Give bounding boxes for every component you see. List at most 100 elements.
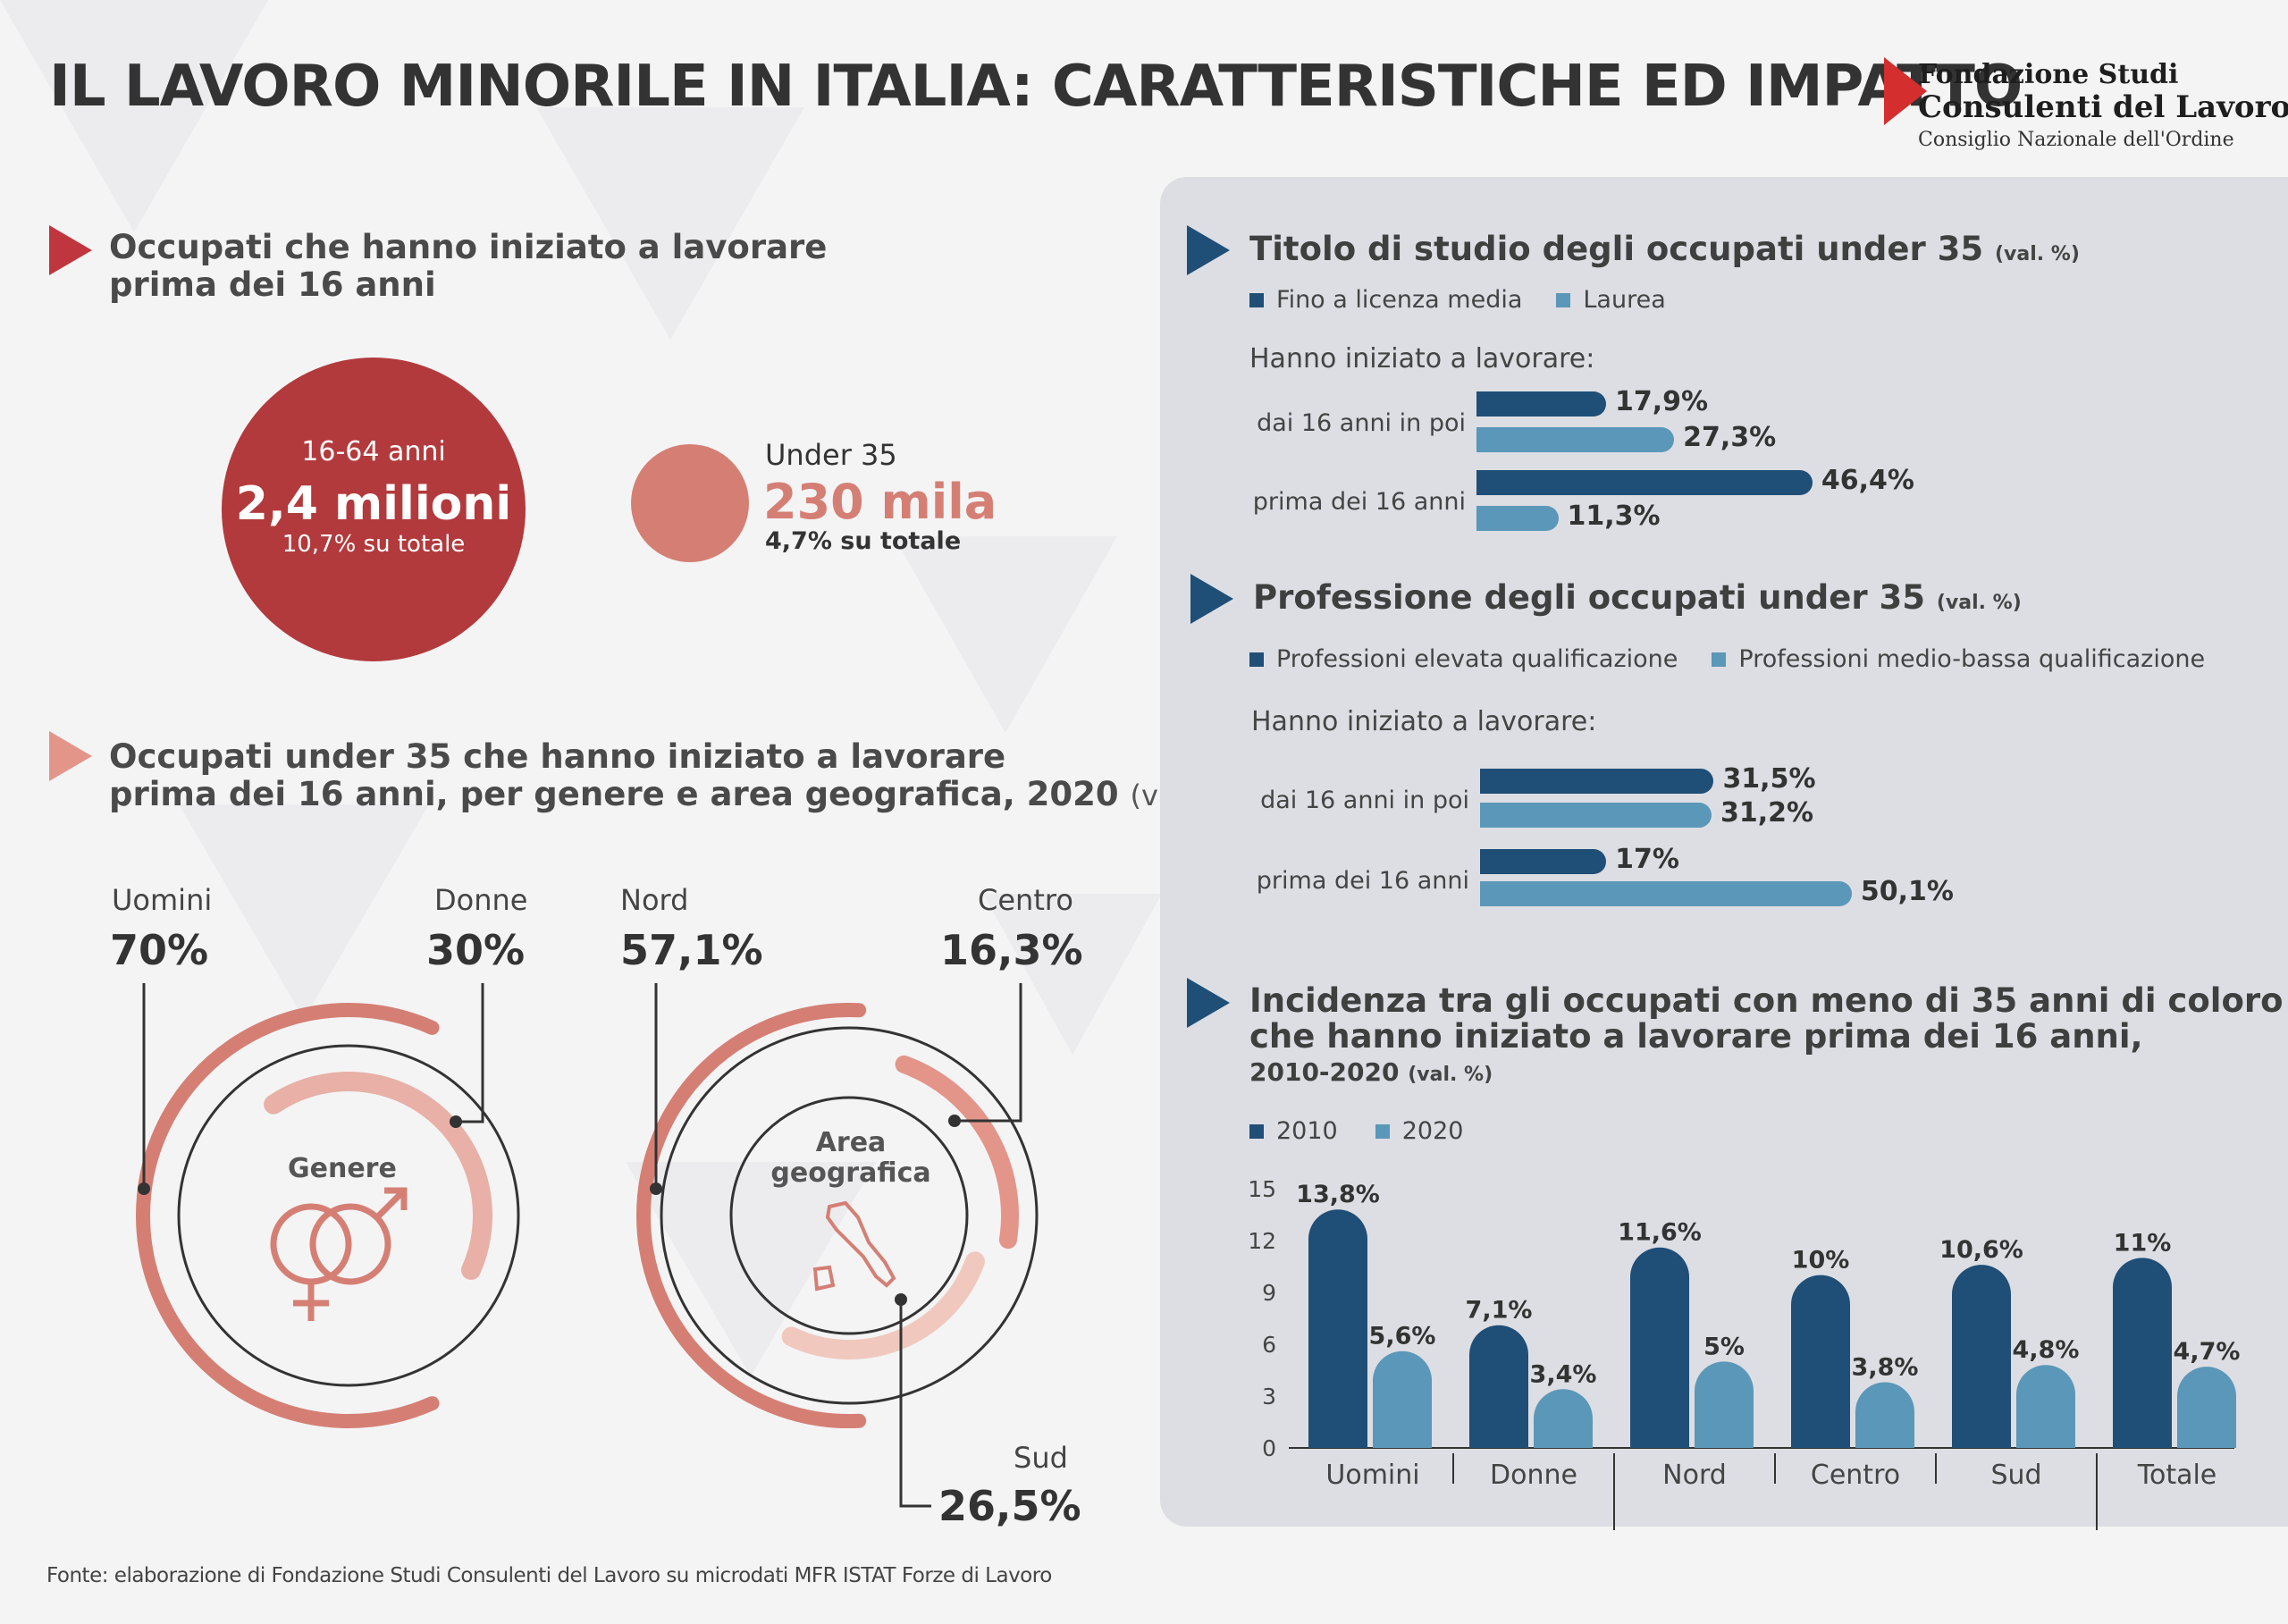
- legend-swatch-dark: [1249, 1123, 1264, 1139]
- genere-center-label: Genere: [288, 1153, 397, 1184]
- column-value-label: 3,8%: [1852, 1354, 1919, 1382]
- big-circle-value: 2,4 milioni: [235, 477, 512, 531]
- uomini-label: Uomini: [112, 883, 213, 917]
- logo-line-3: Consiglio Nazionale dell'Ordine: [1918, 129, 2234, 151]
- legend-item: Laurea: [1583, 286, 1666, 314]
- uomini-leader-dot: [138, 1182, 150, 1195]
- professione-subhead: Hanno iniziato a lavorare:: [1251, 706, 1597, 737]
- area-donut: [636, 983, 1039, 1508]
- total-occupati-circle: 16-64 anni 2,4 milioni 10,7% su totale: [222, 358, 526, 661]
- column-bar: [1855, 1382, 1914, 1448]
- column-bar: [1630, 1247, 1689, 1448]
- bar: [1480, 849, 1607, 874]
- logo-triangle-icon: [1884, 57, 1927, 125]
- x-category-label: Donne: [1490, 1460, 1577, 1491]
- column-bar: [1695, 1361, 1754, 1448]
- section-marker-icon: [1187, 978, 1230, 1028]
- x-category-label: Nord: [1662, 1460, 1727, 1491]
- bar-value-label: 50,1%: [1860, 876, 1954, 907]
- titolo-title-text: Titolo di studio degli occupati under 35: [1249, 230, 1984, 268]
- under35-circle: [631, 444, 749, 562]
- y-tick-label: 12: [1248, 1228, 1276, 1254]
- legend-swatch-light: [1556, 292, 1571, 307]
- centro-leader-line: [955, 983, 1022, 1123]
- bar-value-label: 31,5%: [1722, 763, 1816, 795]
- bar-value-label: 17%: [1615, 844, 1679, 875]
- area-center-line-1: Area: [815, 1127, 887, 1158]
- logo-line-1: Fondazione Studi: [1918, 59, 2179, 90]
- bar: [1480, 803, 1712, 828]
- incidenza-legend: 2010 2020: [1249, 1117, 1463, 1145]
- column-bar: [1791, 1275, 1850, 1448]
- small-circle-label: Under 35: [765, 438, 897, 472]
- professione-legend: Professioni elevata qualificazione Profe…: [1249, 645, 2205, 673]
- bar: [1476, 391, 1606, 417]
- logo-line-2: Consulenti del Lavoro: [1918, 89, 2288, 125]
- big-circle-share: 10,7% su totale: [282, 531, 466, 558]
- section-marker-icon: [49, 731, 92, 781]
- incidenza-unit: (val. %): [1408, 1064, 1493, 1086]
- bar: [1476, 470, 1813, 495]
- page-title: IL LAVORO MINORILE IN ITALIA: CARATTERIS…: [49, 54, 2023, 120]
- x-category-label: Centro: [1811, 1460, 1900, 1491]
- legend-item: Professioni elevata qualificazione: [1276, 645, 1678, 673]
- centro-label: Centro: [978, 883, 1073, 917]
- column-value-label: 3,4%: [1530, 1360, 1597, 1388]
- sud-leader-dot: [895, 1293, 907, 1306]
- donne-value: 30%: [426, 926, 526, 974]
- nord-leader-line: [654, 983, 658, 1189]
- genere-donut: [136, 983, 520, 1428]
- incidenza-title-line-1: Incidenza tra gli occupati con meno di 3…: [1249, 981, 2284, 1020]
- y-tick-label: 6: [1262, 1332, 1276, 1358]
- uomini-value: 70%: [110, 926, 209, 974]
- titolo-unit: (val. %): [1995, 243, 2080, 265]
- column-bar: [2113, 1258, 2172, 1448]
- column-bar: [1952, 1265, 2011, 1448]
- column-value-label: 10%: [1792, 1247, 1850, 1275]
- legend-swatch-dark: [1249, 292, 1264, 307]
- section-1-title-line-1: Occupati che hanno iniziato a lavorare: [109, 228, 828, 266]
- column-value-label: 13,8%: [1296, 1181, 1380, 1208]
- italy-map-icon: [812, 1200, 896, 1292]
- logo: Fondazione Studi Consulenti del Lavoro C…: [1884, 55, 2288, 163]
- donne-leader-dot: [450, 1115, 462, 1128]
- titolo-legend: Fino a licenza media Laurea: [1249, 286, 1666, 314]
- column-bar: [2177, 1367, 2236, 1448]
- nord-label: Nord: [620, 883, 689, 917]
- incidenza-title-line-3: 2010-2020: [1249, 1057, 1400, 1087]
- column-bar: [1534, 1389, 1593, 1448]
- y-tick-label: 0: [1262, 1435, 1276, 1461]
- small-circle-share: 4,7% su totale: [765, 527, 962, 555]
- professione-title: Professione degli occupati under 35 (val…: [1253, 579, 2022, 622]
- column-bar: [1308, 1209, 1367, 1448]
- area-center-label: Area geografica: [735, 1128, 967, 1189]
- section-marker-icon: [1187, 225, 1230, 275]
- nord-arc: [636, 1003, 867, 1428]
- category-label: dai 16 anni in poi: [1257, 409, 1466, 437]
- section-marker-icon: [1190, 574, 1233, 624]
- centro-leader-dot: [948, 1115, 961, 1127]
- legend-item: 2010: [1276, 1117, 1338, 1145]
- uomini-arc: [136, 1003, 440, 1428]
- centro-arc: [895, 1055, 1019, 1250]
- column-bar: [1373, 1351, 1432, 1448]
- legend-item: Fino a licenza media: [1276, 286, 1523, 314]
- x-category-label: Sud: [1990, 1460, 2041, 1491]
- legend-swatch-light: [1712, 652, 1727, 667]
- column-value-label: 10,6%: [1939, 1236, 2023, 1264]
- legend-item: Professioni medio-bassa qualificazione: [1738, 645, 2206, 673]
- professione-unit: (val. %): [1936, 592, 2022, 614]
- donne-arc: [264, 1072, 492, 1281]
- donne-leader-line: [456, 983, 484, 1123]
- bar-value-label: 17,9%: [1614, 386, 1709, 417]
- column-value-label: 5%: [1703, 1333, 1745, 1360]
- centro-value: 16,3%: [940, 926, 1083, 974]
- legend-swatch-dark: [1249, 652, 1264, 667]
- small-circle-value: 230 mila: [763, 474, 997, 530]
- nord-value: 57,1%: [620, 926, 763, 974]
- x-category-label: Uomini: [1325, 1460, 1419, 1491]
- section-1-title: Occupati che hanno iniziato a lavorare p…: [109, 229, 827, 304]
- gender-symbol-icon: [270, 1187, 408, 1321]
- category-label: prima dei 16 anni: [1252, 488, 1466, 516]
